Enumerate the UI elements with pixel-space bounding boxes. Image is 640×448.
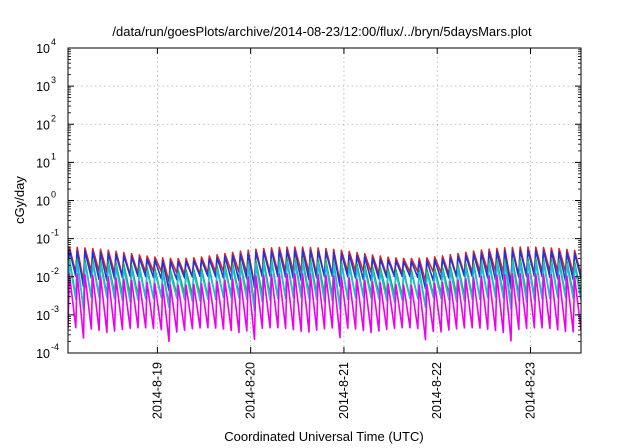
- y-tick-label: 10: [36, 309, 50, 323]
- y-tick-label: 10: [36, 80, 50, 94]
- y-tick-label: 10: [36, 195, 50, 209]
- y-tick-label: 10: [36, 347, 50, 361]
- series-layer: [68, 246, 581, 343]
- series-clip-group: [68, 246, 581, 343]
- x-tick-label: 2014-8-20: [244, 362, 258, 419]
- y-tick-exponent: -2: [51, 266, 59, 276]
- y-tick-exponent: 3: [51, 75, 56, 85]
- y-tick-label: 10: [36, 233, 50, 247]
- x-axis-label: Coordinated Universal Time (UTC): [224, 429, 423, 444]
- x-tick-labels: 2014-8-19 2014-8-20 2014-8-21 2014-8-22 2014…: [150, 362, 537, 419]
- x-tick-label: 2014-8-23: [523, 362, 537, 419]
- y-axis-label: cGy/day: [12, 176, 27, 224]
- series-line-5: [68, 272, 581, 343]
- y-tick-label: 10: [36, 271, 50, 285]
- y-tick-exponent: 0: [51, 190, 56, 200]
- y-tick-exponent: 1: [51, 151, 56, 161]
- y-tick-exponent: -4: [51, 342, 59, 352]
- plot-frame: [67, 47, 582, 354]
- y-tick-exponent: -1: [51, 228, 59, 238]
- x-tick-label: 2014-8-19: [150, 362, 164, 419]
- y-tick-exponent: 4: [51, 37, 56, 47]
- y-tick-label: 10: [36, 42, 50, 56]
- y-tick-label: 10: [36, 156, 50, 170]
- x-tick-label: 2014-8-21: [337, 362, 351, 419]
- y-tick-label: 10: [36, 118, 50, 132]
- chart-title: /data/run/goesPlots/archive/2014-08-23/1…: [112, 24, 532, 39]
- y-tick-exponent: -3: [51, 304, 59, 314]
- y-tick-exponent: 2: [51, 113, 56, 123]
- x-tick-label: 2014-8-22: [430, 362, 444, 419]
